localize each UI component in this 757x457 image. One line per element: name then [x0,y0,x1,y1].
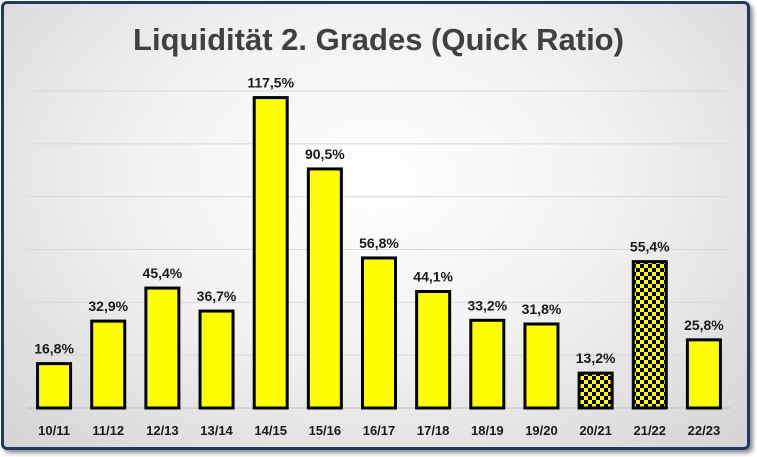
bar-16/17 [361,256,397,410]
x-tick-label: 15/16 [309,423,342,438]
x-tick-label: 13/14 [200,423,233,438]
bar-17/18 [415,290,452,410]
chart-title: Liquidität 2. Grades (Quick Ratio) [133,22,624,57]
data-label: 55,4% [630,239,670,255]
data-label: 13,2% [576,350,616,366]
x-tick-label: 14/15 [254,423,287,438]
data-label: 16,8% [34,341,74,357]
data-label: 45,4% [143,265,183,281]
data-label: 33,2% [467,297,507,313]
data-label: 90,5% [305,146,345,162]
bar-10/11 [36,362,73,410]
bars [36,96,722,410]
data-labels: 16,8% 32,9% 45,4% 36,7% 117,5% 90,5% 56,8% 44,1… [34,75,724,367]
data-label: 32,9% [88,298,128,314]
bar-18/19 [469,318,506,410]
bar-12/13 [144,286,181,410]
data-label: 31,8% [522,301,562,317]
bar-22/23 [685,338,722,410]
bar-13/14 [198,309,235,410]
bar-14/15 [252,96,289,410]
data-label: 117,5% [247,75,294,91]
data-label: 44,1% [413,269,453,285]
x-tick-label: 21/22 [633,423,666,438]
data-label: 25,8% [684,317,724,333]
x-tick-label: 11/12 [92,423,124,438]
bar-15/16 [306,167,343,410]
x-tick-label: 12/13 [146,423,179,438]
bar-21/22 [631,260,668,410]
x-tick-label: 16/17 [363,423,396,438]
x-tick-label: 10/11 [38,423,70,438]
bar-20/21 [577,371,614,410]
x-tick-label: 19/20 [525,423,558,438]
bar-19/20 [523,322,560,410]
data-label: 56,8% [359,235,399,251]
x-tick-label: 20/21 [579,423,612,438]
x-tick-label: 17/18 [417,423,450,438]
x-tick-label: 22/23 [688,423,721,438]
x-tick-labels: 10/11 11/12 12/13 13/14 14/15 15/16 16/17 17/18… [38,423,720,438]
x-tick-label: 18/19 [471,423,504,438]
bar-11/12 [90,319,127,410]
data-label: 36,7% [197,288,237,304]
